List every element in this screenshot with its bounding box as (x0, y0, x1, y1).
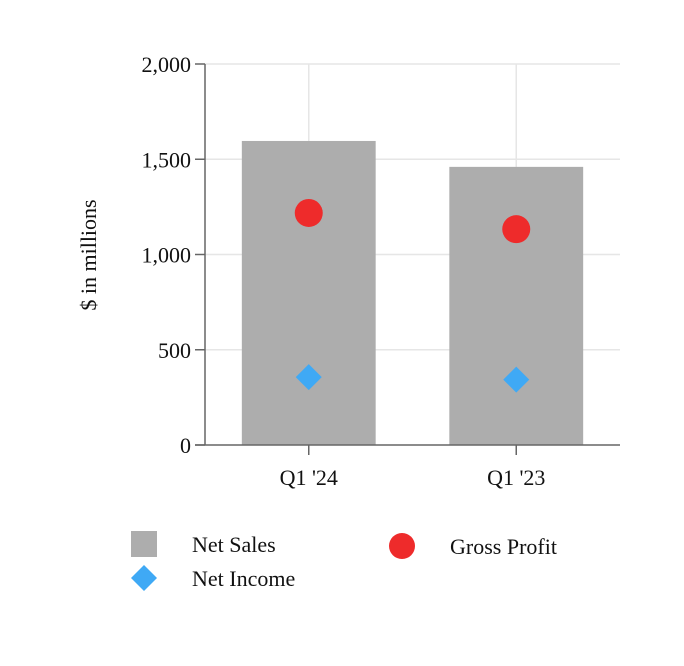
point-net-income (503, 366, 530, 393)
legend-net-income: Net Income (131, 565, 295, 591)
y-tick-label: 1,000 (142, 243, 192, 268)
axes (195, 63, 620, 455)
y-tick-label: 1,500 (142, 147, 192, 172)
point-gross-profit (294, 198, 323, 227)
legend-net-sales-label: Net Sales (192, 532, 276, 557)
y-axis-label: $ in millions (76, 199, 101, 310)
x-tick-label: Q1 '23 (487, 465, 545, 490)
bar-net-sales (449, 166, 584, 445)
y-tick-label: 0 (180, 433, 191, 458)
y-tick-labels: 0 500 1,000 1,500 2,000 (142, 52, 192, 458)
x-tick-labels: Q1 '24 Q1 '23 (280, 465, 546, 490)
bars (241, 140, 584, 445)
legend-net-sales: Net Sales (131, 531, 276, 557)
legend-net-sales-swatch (131, 531, 157, 557)
y-tick-label: 2,000 (142, 52, 192, 77)
x-tick-label: Q1 '24 (280, 465, 338, 490)
point-gross-profit (502, 215, 531, 244)
points (294, 198, 531, 393)
legend-net-income-label: Net Income (192, 566, 295, 591)
legend-gross-profit: Gross Profit (389, 533, 557, 559)
legend-gross-profit-swatch (389, 533, 415, 559)
y-tick-label: 500 (158, 338, 191, 363)
legend-net-income-swatch (131, 565, 157, 591)
legend: Net Sales Gross Profit Net Income (131, 531, 557, 591)
bar-net-sales (241, 140, 376, 445)
legend-gross-profit-label: Gross Profit (450, 534, 557, 559)
point-net-income (295, 364, 322, 391)
